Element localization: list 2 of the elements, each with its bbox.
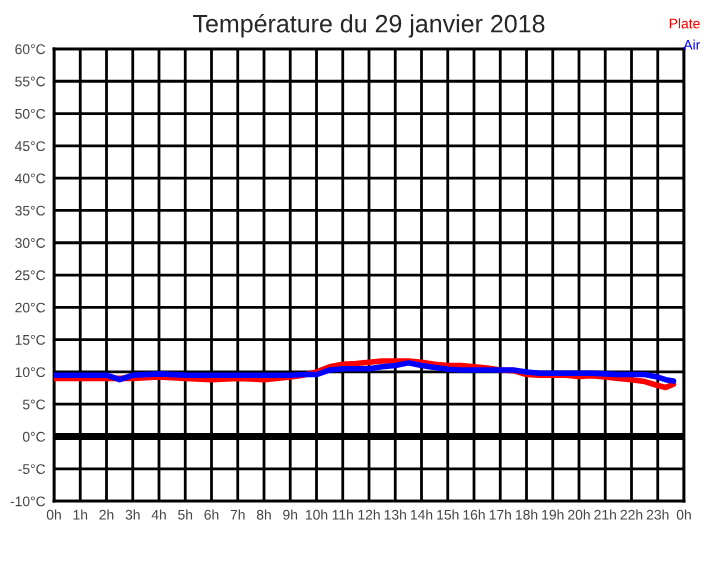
- chart-title: Température du 29 janvier 2018: [193, 13, 545, 38]
- line-series: [54, 360, 677, 384]
